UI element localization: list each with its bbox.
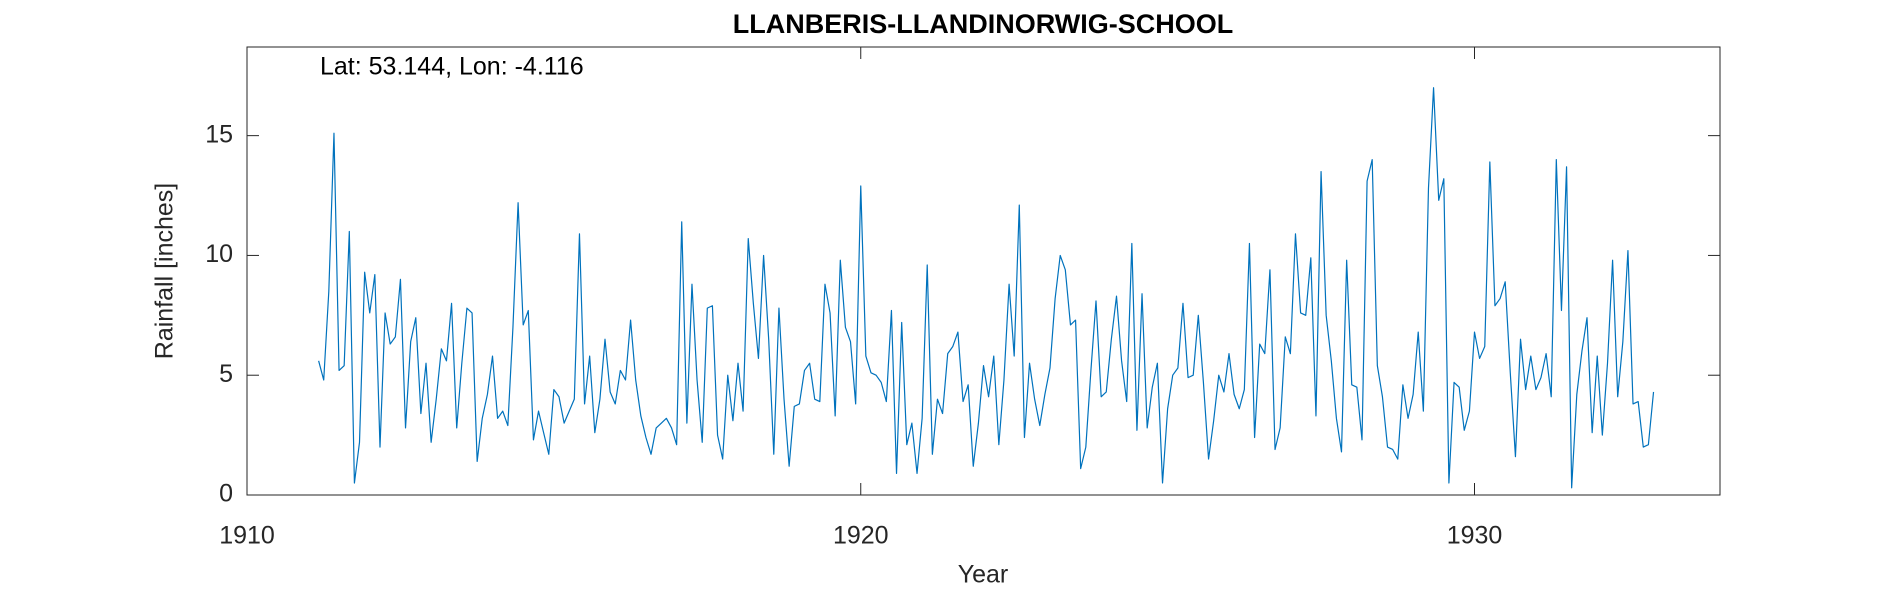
y-axis-label: Rainfall [inches] — [151, 183, 179, 359]
x-axis-label: Year — [958, 561, 1009, 589]
x-tick-label: 1920 — [833, 522, 889, 550]
y-tick-label: 5 — [219, 360, 233, 388]
y-tick-label: 15 — [205, 120, 233, 148]
axes-box — [246, 46, 1721, 496]
x-tick-label: 1910 — [219, 522, 275, 550]
annotation: Lat: 53.144, Lon: -4.116 — [320, 53, 584, 81]
chart-title: LLANBERIS-LLANDINORWIG-SCHOOL — [733, 9, 1233, 39]
y-tick-label: 10 — [205, 240, 233, 268]
rainfall-line — [318, 87, 1655, 489]
y-tick-label: 0 — [219, 480, 233, 508]
x-tick-label: 1930 — [1447, 522, 1503, 550]
